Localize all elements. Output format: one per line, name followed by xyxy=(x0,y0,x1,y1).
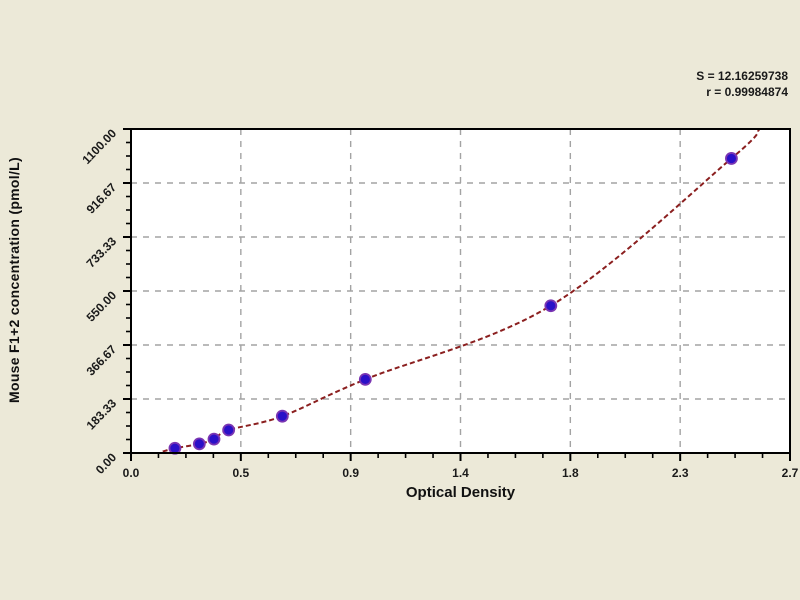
y-tick-label: 1100.00 xyxy=(79,126,119,167)
x-tick-label: 0.5 xyxy=(232,466,249,480)
x-tick-label: 2.7 xyxy=(782,466,799,480)
data-point xyxy=(192,437,206,451)
fit-s-value: S = 12.16259738 xyxy=(696,69,788,83)
y-tick-label: 733.33 xyxy=(84,234,120,270)
y-tick-label: 183.33 xyxy=(84,396,120,432)
x-axis-title: Optical Density xyxy=(405,484,516,501)
y-tick-label: 366.67 xyxy=(84,342,120,378)
y-axis-title: Mouse F1+2 concentration (pmol/L) xyxy=(6,157,22,403)
x-tick-label: 2.3 xyxy=(672,466,689,480)
data-point xyxy=(544,299,558,313)
fit-r-value: r = 0.99984874 xyxy=(706,85,788,99)
data-point xyxy=(358,372,372,386)
data-point xyxy=(275,409,289,423)
fit-statistics: S = 12.16259738 r = 0.99984874 xyxy=(696,68,788,100)
x-tick-label: 0.0 xyxy=(123,466,140,480)
x-tick-label: 1.4 xyxy=(452,466,469,480)
y-tick-label: 916.67 xyxy=(84,180,120,216)
data-point xyxy=(222,423,236,437)
y-tick-label: 550.00 xyxy=(84,288,120,324)
x-tick-label: 1.8 xyxy=(562,466,579,480)
x-tick-label: 0.9 xyxy=(342,466,359,480)
data-point xyxy=(725,152,738,165)
y-tick-label: 0.00 xyxy=(93,450,120,477)
data-point xyxy=(207,432,221,446)
